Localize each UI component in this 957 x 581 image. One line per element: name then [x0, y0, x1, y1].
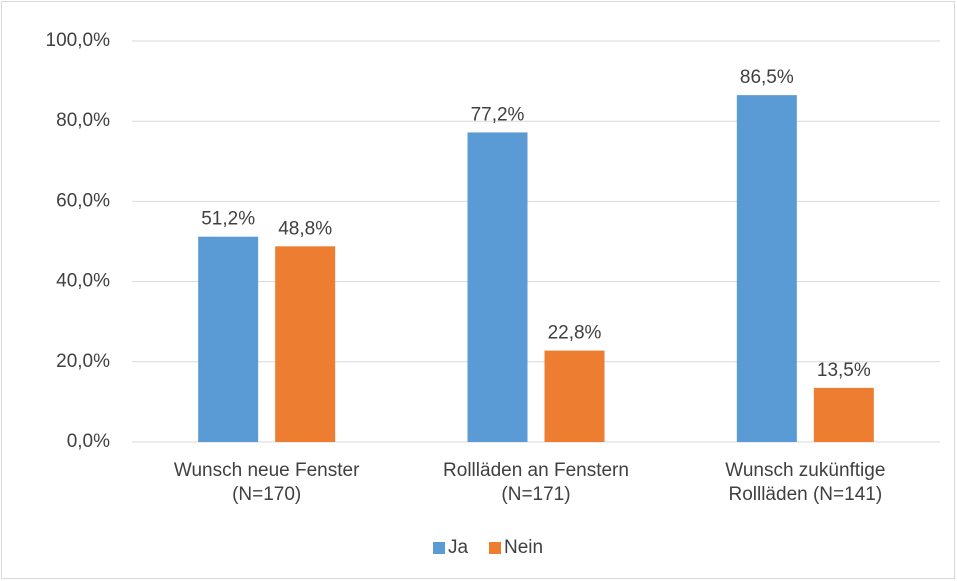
bar	[813, 387, 874, 442]
bar	[275, 246, 336, 442]
legend-label: Ja	[448, 537, 469, 558]
y-tick-label: 60,0%	[56, 190, 110, 211]
data-label: 86,5%	[740, 67, 794, 88]
bar	[467, 132, 528, 443]
x-tick-label: Wunsch neue Fenster (N=170)	[174, 460, 360, 505]
legend-swatch	[489, 542, 501, 554]
x-tick-label-line: Wunsch neue Fenster	[174, 460, 360, 481]
bar	[544, 350, 605, 442]
x-tick-label: Rollläden an Fenstern (N=171)	[443, 460, 629, 505]
x-tick-label-line: (N=170)	[232, 484, 301, 505]
y-tick-label: 40,0%	[56, 271, 110, 292]
y-tick-label: 0,0%	[67, 431, 110, 452]
data-label: 13,5%	[817, 360, 871, 381]
data-label: 48,8%	[278, 218, 332, 239]
y-tick-label: 80,0%	[56, 110, 110, 131]
bar	[736, 95, 797, 442]
x-tick-label-line: Wunsch zukünftige	[725, 460, 885, 481]
data-label: 77,2%	[471, 104, 525, 125]
x-tick-label-line: Rollläden an Fenstern	[443, 460, 629, 481]
legend-swatch	[433, 542, 445, 554]
bar	[198, 236, 259, 442]
x-tick-label: Wunsch zukünftige Rollläden (N=141)	[725, 460, 885, 505]
data-label: 22,8%	[548, 323, 602, 344]
legend-label: Nein	[504, 537, 543, 558]
y-tick-label: 100,0%	[46, 30, 111, 51]
x-tick-label-line: Rollläden (N=141)	[728, 484, 882, 505]
data-label: 51,2%	[201, 209, 255, 230]
y-tick-label: 20,0%	[56, 351, 110, 372]
x-tick-label-line: (N=171)	[501, 484, 570, 505]
